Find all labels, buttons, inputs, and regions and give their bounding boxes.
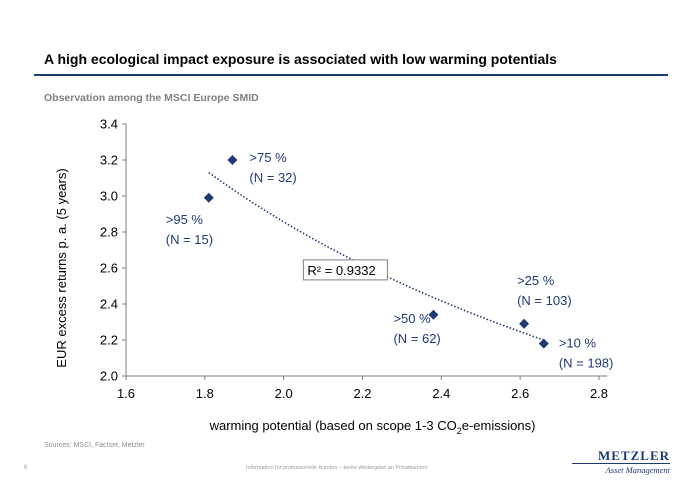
trendline: R² = 0.9332	[208, 171, 545, 341]
data-label-count: (N = 32)	[249, 170, 296, 185]
data-label-threshold: >95 %	[166, 212, 204, 227]
disclaimer-note: Information für professionelle Kunden – …	[246, 465, 428, 471]
logo-name: METZLER	[597, 448, 670, 463]
x-axis-title-text: warming potential (based on scope 1-3 CO	[209, 418, 457, 433]
x-tick-label: 2.8	[590, 386, 608, 401]
data-point-marker	[538, 338, 549, 349]
tick-labels: 2.0 2.2 2.4 2.6 2.8 3.0 3.2 3.4 1.6 1.8 2.0 2.2 2.4 2…	[100, 117, 608, 402]
slide-subtitle: Observation among the MSCI Europe SMID	[44, 92, 259, 104]
data-label-threshold: >25 %	[517, 273, 555, 288]
r-squared-box	[302, 259, 388, 281]
x-tick-label: 2.6	[511, 386, 529, 401]
trendline-path	[208, 171, 545, 341]
x-axis-title-subscript: 2	[457, 426, 462, 436]
y-tick-label: 2.4	[100, 297, 118, 312]
data-labels: >95 % (N = 15) >75 % (N = 32) >50 % (N = 62) >…	[166, 150, 614, 371]
axes	[125, 124, 607, 377]
data-label-count: (N = 62)	[393, 331, 440, 346]
data-label-count: (N = 103)	[517, 293, 572, 308]
x-axis-title: warming potential (based on scope 1-3 CO…	[209, 418, 536, 436]
x-tick-label: 2.0	[275, 386, 293, 401]
x-tick-label: 2.2	[353, 386, 371, 401]
data-point-marker	[203, 192, 214, 203]
y-tick-label: 2.6	[100, 261, 118, 276]
data-label-count: (N = 198)	[559, 356, 614, 371]
y-axis-title: EUR excess returns p. a. (5 years)	[54, 168, 69, 367]
logo-subtitle: Asset Management	[605, 465, 670, 475]
x-axis-title-suffix: e-emissions)	[462, 418, 536, 433]
y-tick-label: 3.0	[100, 189, 118, 204]
data-point-marker	[519, 318, 530, 329]
data-label-threshold: >75 %	[249, 150, 287, 165]
title-divider	[34, 74, 668, 76]
y-tick-label: 3.2	[100, 153, 118, 168]
data-label-threshold: >10 %	[559, 336, 597, 351]
sources-note: Sources: MSCI, Factset, Metzler	[44, 442, 145, 449]
data-label-threshold: >50 %	[393, 311, 431, 326]
slide-title: A high ecological impact exposure is ass…	[44, 51, 557, 67]
data-label-count: (N = 15)	[166, 232, 213, 247]
data-points	[203, 155, 549, 349]
r-squared-label: R² = 0.9332	[307, 263, 375, 278]
y-tick-label: 2.2	[100, 333, 118, 348]
page-number: 6	[24, 465, 28, 471]
x-tick-label: 1.8	[196, 386, 214, 401]
y-tick-label: 3.4	[100, 117, 118, 132]
y-tick-label: 2.0	[100, 369, 118, 384]
x-tick-label: 2.4	[432, 386, 450, 401]
logo-rule	[572, 463, 670, 464]
metzler-logo: METZLER Asset Management	[572, 449, 670, 475]
x-tick-label: 1.6	[117, 386, 135, 401]
data-point-marker	[227, 155, 238, 165]
y-tick-label: 2.8	[100, 225, 118, 240]
data-point-marker	[428, 309, 439, 320]
